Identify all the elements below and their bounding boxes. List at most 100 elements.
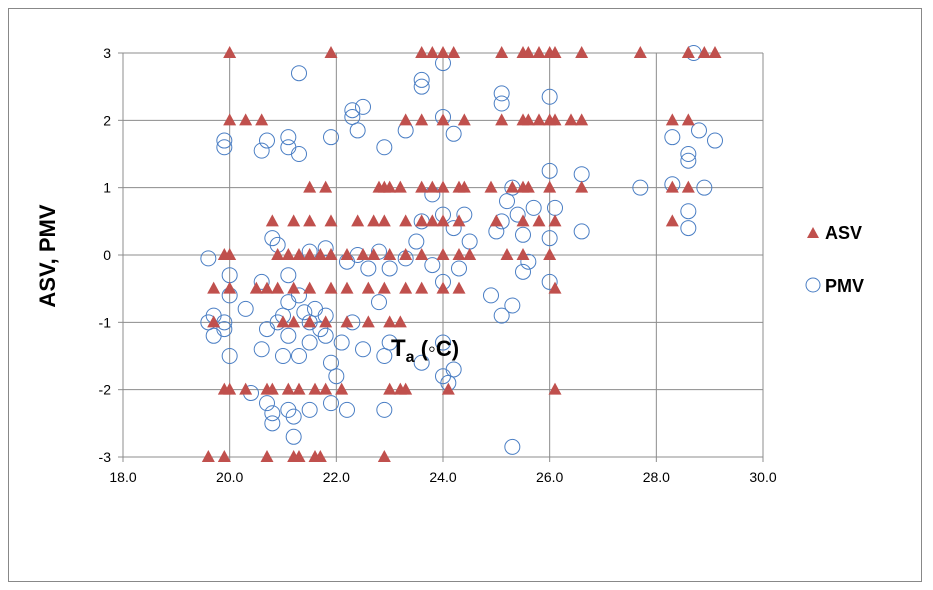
pmv-point	[339, 401, 355, 418]
asv-point	[505, 180, 519, 193]
asv-point	[249, 281, 263, 294]
asv-point	[415, 281, 429, 294]
asv-point	[516, 248, 530, 260]
asv-point	[340, 315, 354, 328]
asv-point	[575, 46, 589, 58]
asv-point	[457, 113, 471, 126]
asv-point	[543, 180, 557, 193]
asv-point	[415, 214, 429, 227]
asv-point	[665, 180, 679, 193]
asv-point	[361, 281, 375, 294]
asv-point	[239, 113, 253, 126]
pmv-point	[664, 129, 681, 146]
pmv-point	[259, 395, 275, 412]
pmv-point	[355, 341, 371, 358]
pmv-point	[456, 206, 473, 223]
asv-point	[665, 113, 679, 126]
asv-point	[457, 180, 471, 193]
pmv-point	[376, 139, 393, 156]
asv-point	[548, 46, 562, 58]
pmv-point	[424, 257, 441, 274]
asv-point	[223, 113, 237, 126]
asv-point	[681, 113, 695, 126]
pmv-point	[301, 334, 318, 351]
asv-point	[399, 382, 413, 395]
asv-point	[308, 382, 322, 395]
series-pmv	[200, 45, 723, 455]
pmv-point	[280, 129, 297, 146]
pmv-point	[264, 230, 281, 247]
pmv-point	[360, 260, 377, 277]
asv-point	[447, 46, 461, 58]
asv-point	[207, 281, 221, 294]
pmv-point	[291, 348, 307, 364]
asv-point	[239, 382, 253, 395]
pmv-point	[413, 71, 430, 88]
y-tick-label: 1	[103, 180, 111, 196]
pmv-point	[253, 142, 270, 159]
asv-point	[383, 248, 397, 260]
asv-point	[436, 46, 450, 58]
asv-point	[324, 248, 338, 260]
asv-point	[548, 281, 562, 294]
asv-point	[665, 214, 679, 227]
asv-point	[521, 46, 535, 58]
asv-point	[260, 450, 274, 462]
series-asv	[201, 46, 722, 462]
pmv-point	[696, 179, 713, 196]
pmv-point	[264, 405, 281, 422]
pmv-point	[504, 297, 521, 314]
pmv-point	[493, 85, 510, 102]
pmv-point	[323, 129, 339, 146]
x-tick-label: 28.0	[643, 469, 670, 485]
pmv-point	[413, 354, 430, 371]
asv-point	[495, 113, 509, 126]
asv-point	[532, 46, 546, 58]
pmv-point	[499, 193, 515, 210]
y-tick-label: -3	[99, 449, 112, 465]
pmv-point	[253, 341, 270, 358]
pmv-point	[445, 220, 462, 237]
asv-point	[367, 214, 381, 227]
y-tick-label: 3	[103, 45, 111, 61]
asv-point	[548, 382, 562, 395]
asv-point	[399, 214, 413, 227]
legend-pmv-label: PMV	[825, 276, 864, 296]
pmv-point	[451, 260, 467, 277]
asv-point	[441, 382, 455, 395]
asv-point	[324, 46, 338, 58]
y-tick-label: -2	[99, 382, 112, 398]
asv-point	[287, 315, 301, 328]
asv-point	[543, 248, 557, 260]
pmv-point	[264, 415, 281, 432]
scatter-chart: 18.0 20.0 22.0 24.0 26.0 28.0 30.0 3210-1-2-3 …	[35, 45, 864, 485]
pmv-point	[435, 334, 451, 351]
asv-point	[708, 46, 722, 58]
asv-point	[415, 46, 429, 58]
pmv-point	[483, 287, 499, 304]
asv-point	[415, 113, 429, 126]
x-tick-label: 20.0	[216, 469, 243, 485]
pmv-point	[541, 230, 558, 247]
asv-point	[313, 450, 327, 462]
asv-point	[521, 113, 535, 126]
asv-point	[335, 382, 349, 395]
asv-point	[575, 113, 589, 126]
asv-point	[340, 248, 354, 260]
asv-point	[356, 248, 370, 260]
pmv-point	[445, 125, 462, 142]
asv-point	[436, 113, 450, 126]
pmv-point	[520, 253, 537, 270]
pmv-point	[381, 334, 398, 351]
asv-point	[292, 382, 306, 395]
asv-point	[260, 281, 274, 294]
pmv-point	[323, 354, 339, 371]
asv-point	[500, 248, 514, 260]
asv-point	[516, 214, 530, 227]
asv-point	[564, 113, 578, 126]
pmv-point	[301, 401, 318, 418]
asv-point	[415, 248, 429, 260]
asv-point	[377, 281, 391, 294]
asv-point	[681, 180, 695, 193]
asv-point	[319, 180, 333, 193]
